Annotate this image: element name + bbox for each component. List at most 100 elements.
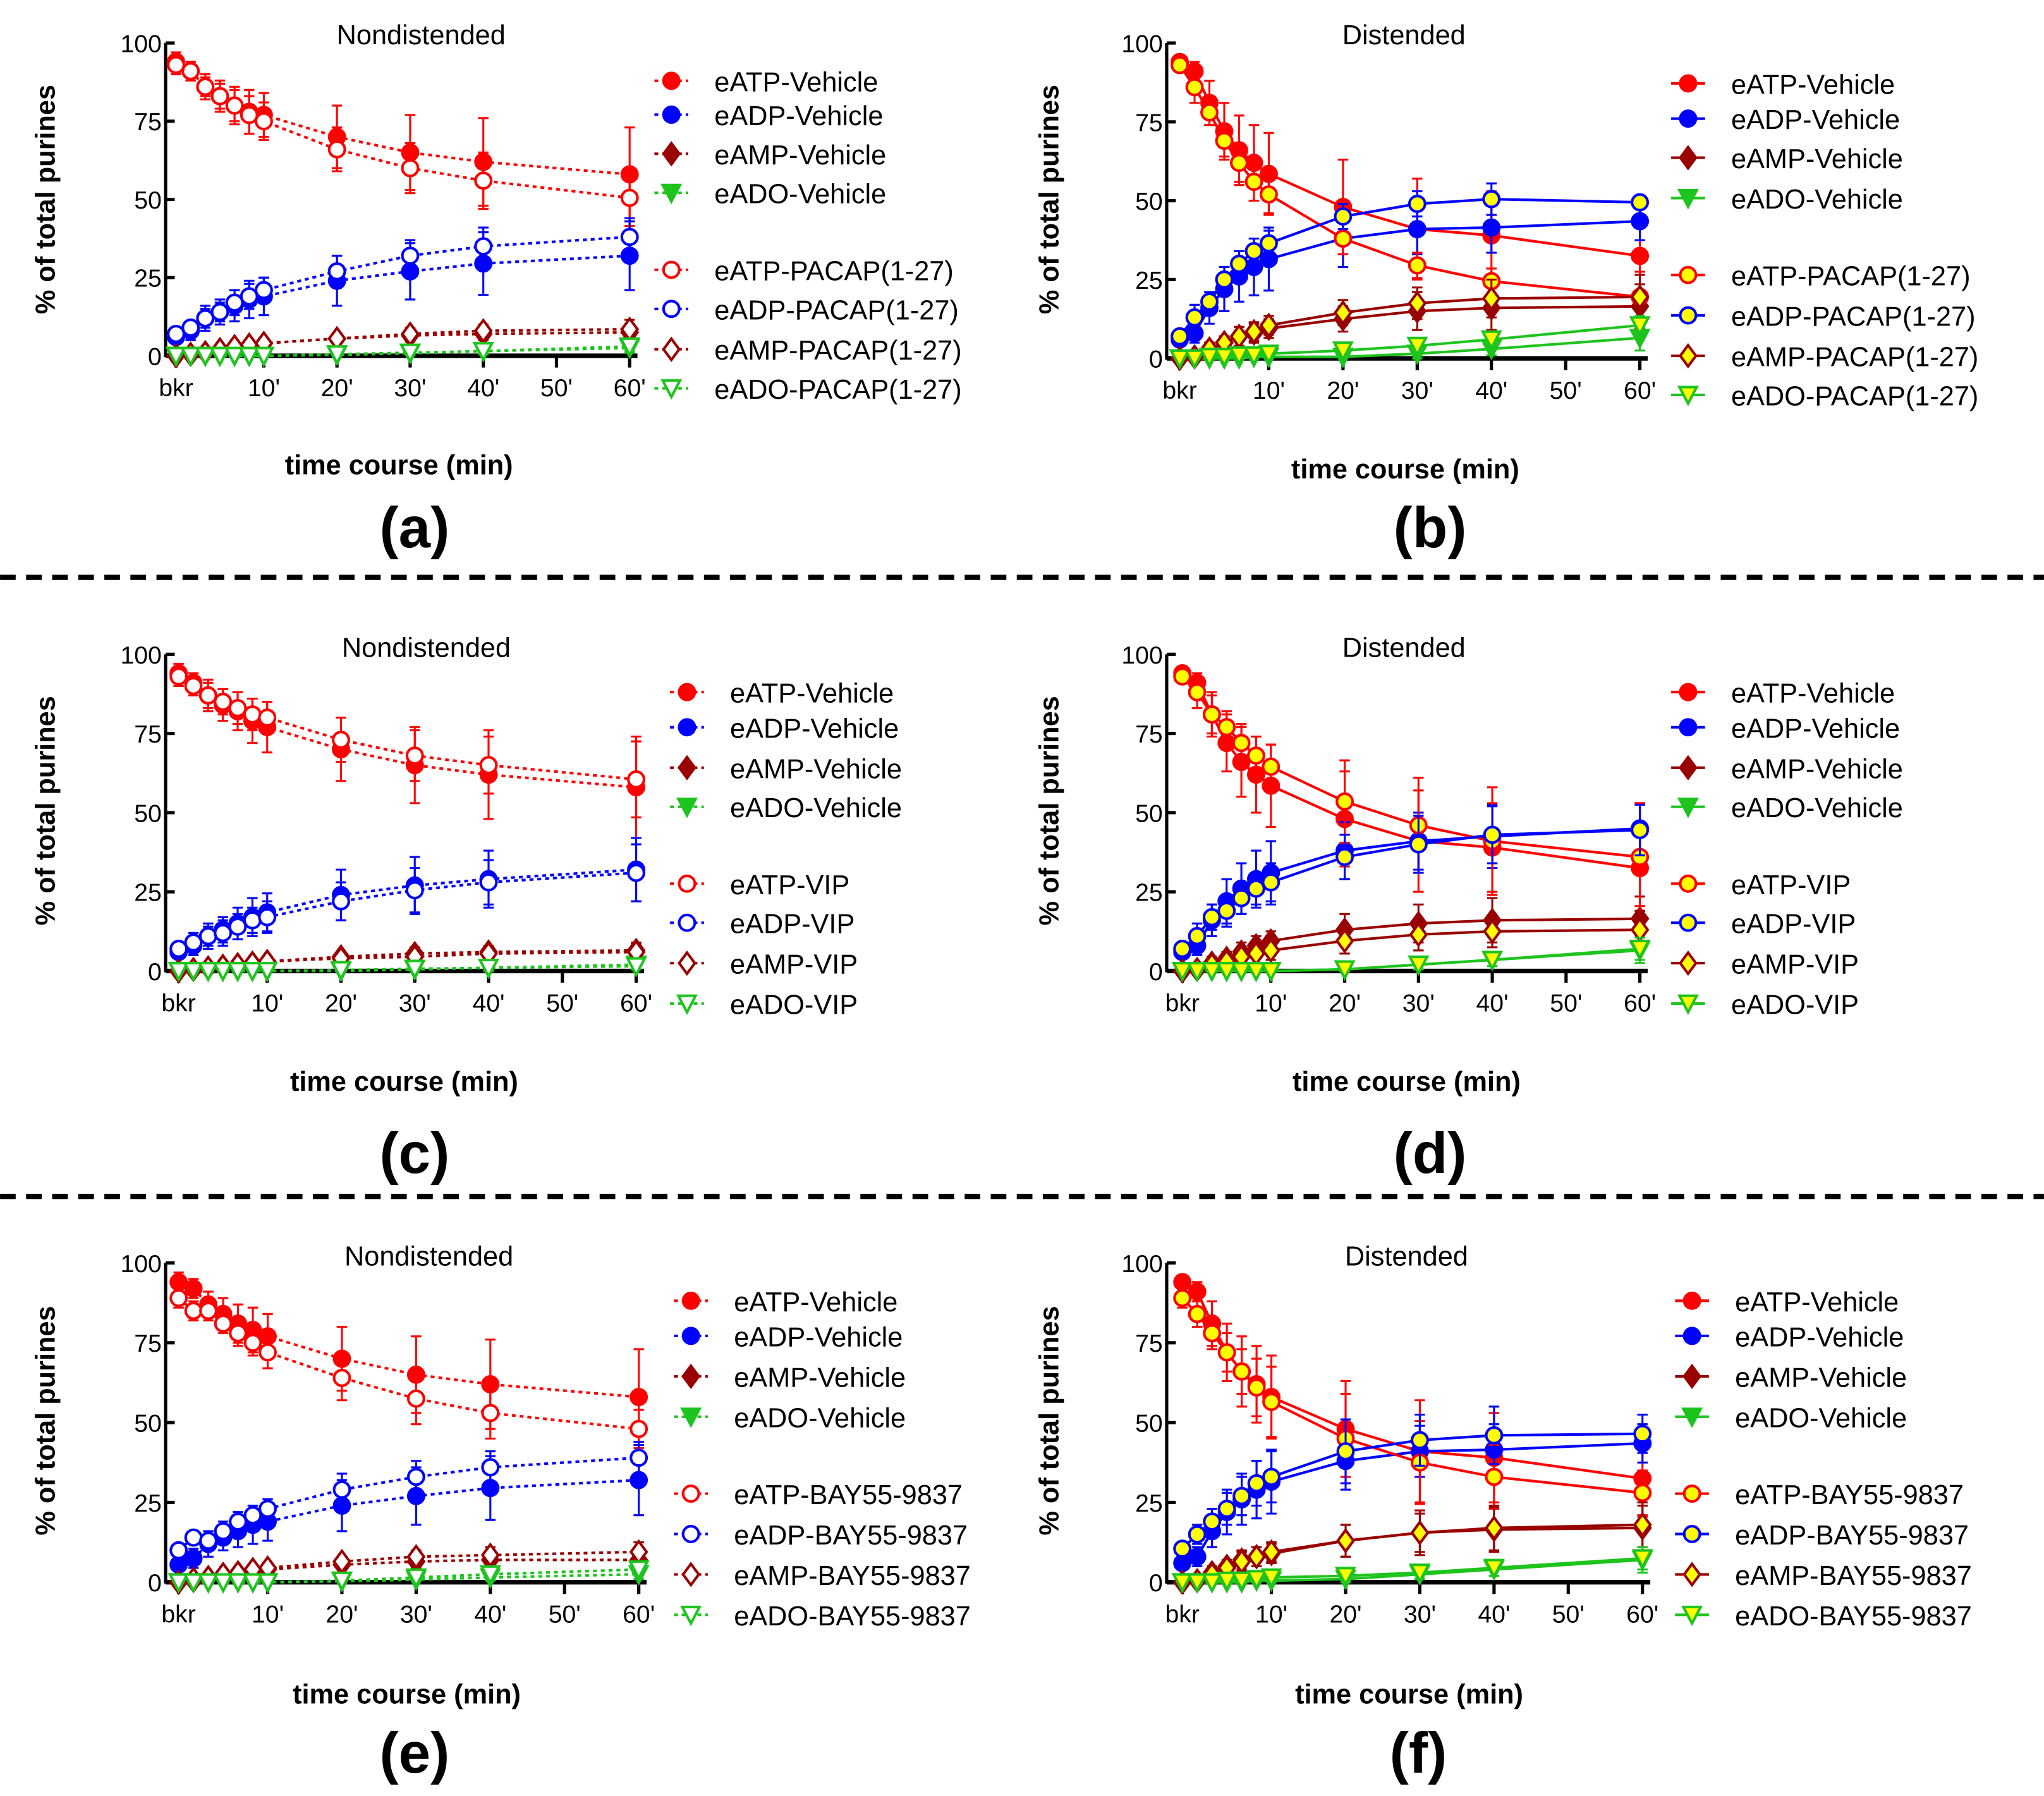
legend-label: eADP-BAY55-9837: [1735, 1520, 1969, 1551]
data-point: [474, 237, 493, 256]
x-tick-label: 50': [540, 375, 573, 402]
legend-marker: [662, 260, 681, 279]
legend-label: eAMP-Vehicle: [1731, 754, 1903, 784]
legend-marker: [681, 1525, 700, 1543]
data-point: [1198, 348, 1220, 368]
data-point: [224, 346, 246, 368]
y-axis-label: % of total purines: [31, 696, 61, 925]
chart-title: Nondistended: [342, 633, 511, 663]
data-point: [1258, 344, 1280, 365]
x-tick-label: 50': [546, 990, 578, 1017]
legend-marker: [1682, 1326, 1701, 1345]
data-point: [1247, 1378, 1266, 1397]
legend-label: eADO-PACAP(1-27): [1731, 381, 1978, 411]
data-point: [401, 159, 420, 178]
legend-marker: [1679, 109, 1698, 128]
legend-marker: [681, 1484, 700, 1503]
legend-label: eADO-VIP: [730, 990, 858, 1021]
data-point: [254, 112, 273, 131]
legend-label: eAMP-VIP: [1731, 950, 1859, 980]
x-tick-label: 10': [252, 1601, 284, 1629]
data-point: [1173, 1289, 1192, 1308]
data-point: [1481, 286, 1501, 312]
data-point: [1188, 1547, 1207, 1566]
data-point: [1408, 256, 1427, 275]
data-point: [210, 303, 229, 322]
data-point: [243, 1333, 262, 1352]
data-point: [1336, 1442, 1355, 1461]
data-point: [1216, 1571, 1238, 1593]
data-point: [1631, 1549, 1653, 1570]
data-point: [214, 693, 233, 711]
data-point: [1173, 939, 1192, 958]
series-eADO-PACAP(1-27): eADO-PACAP(1-27): [1169, 315, 1978, 411]
series-eAMP-BAY55-9837: eAMP-BAY55-9837: [1172, 1501, 1972, 1595]
x-tick-label: 60': [1626, 1601, 1658, 1629]
series-eATP-PACAP(1-27): eATP-PACAP(1-27): [1171, 56, 1971, 324]
data-point: [1483, 918, 1502, 945]
data-point: [1409, 835, 1428, 854]
data-point: [227, 962, 249, 983]
data-point: [1482, 218, 1501, 237]
data-point: [1408, 956, 1430, 976]
x-tick-label: 10': [1255, 990, 1287, 1017]
data-point: [1633, 1424, 1652, 1443]
x-tick-label: 30': [399, 990, 431, 1017]
data-point: [257, 1573, 279, 1594]
legend-label: eAMP-Vehicle: [734, 1362, 906, 1393]
legend-label: eADO-BAY55-9837: [1735, 1601, 1972, 1632]
x-tick-label: 10': [1255, 1601, 1287, 1629]
y-tick-label: 75: [134, 721, 162, 748]
data-point: [330, 961, 352, 982]
series-eATP-PACAP(1-27): eATP-PACAP(1-27): [167, 54, 954, 286]
data-point: [1188, 926, 1207, 945]
data-point: [1186, 1573, 1208, 1594]
data-point: [254, 281, 273, 300]
legend-label: eADP-Vehicle: [714, 101, 883, 131]
data-point: [1262, 873, 1281, 892]
data-point: [625, 957, 647, 978]
data-point: [196, 77, 215, 96]
data-point: [181, 319, 200, 337]
data-point: [179, 346, 202, 368]
data-point: [1485, 1467, 1504, 1486]
data-point: [1171, 962, 1193, 983]
x-tick-label: 30': [1402, 990, 1435, 1017]
data-point: [243, 911, 262, 930]
x-tick-label: 20': [325, 1601, 358, 1629]
series-eAMP-VIP: eAMP-VIP: [169, 939, 858, 984]
y-tick-label: 100: [120, 642, 161, 669]
y-axis-label: % of total purines: [31, 1306, 61, 1535]
legend-marker: [1679, 683, 1698, 701]
legend-marker: [1682, 1525, 1701, 1543]
data-point: [165, 346, 187, 368]
series-line-eATP-BAY55-9837: [178, 1297, 639, 1431]
legend-label: eADP-PACAP(1-27): [1731, 302, 1976, 332]
data-point: [167, 324, 185, 343]
data-point: [405, 1568, 427, 1589]
legend-marker: [1682, 1562, 1702, 1587]
data-point: [1200, 292, 1219, 311]
data-point: [332, 892, 350, 911]
data-point: [1217, 718, 1236, 737]
x-axis-label: time course (min): [1291, 454, 1519, 485]
series-eADO-PACAP(1-27): eADO-PACAP(1-27): [165, 337, 962, 405]
legend-label: eATP-PACAP(1-27): [714, 256, 954, 286]
data-point: [1409, 921, 1428, 948]
data-point: [167, 56, 185, 75]
x-tick-label: 20': [321, 375, 353, 402]
data-point: [477, 959, 500, 980]
data-point: [1333, 300, 1353, 325]
data-point: [1215, 962, 1238, 983]
data-point: [1244, 319, 1263, 344]
x-tick-label: bkr: [1165, 990, 1199, 1017]
data-point: [198, 926, 217, 945]
data-point: [1173, 667, 1192, 686]
data-point: [258, 708, 277, 727]
data-point: [1483, 1558, 1505, 1580]
data-point: [1203, 1324, 1222, 1343]
chart-panel-b: Distended time course (min) % of total pur…: [1035, 20, 1979, 560]
x-tick-label: bkr: [161, 1601, 195, 1629]
data-point: [1245, 962, 1267, 983]
y-tick-label: 100: [1121, 642, 1162, 669]
